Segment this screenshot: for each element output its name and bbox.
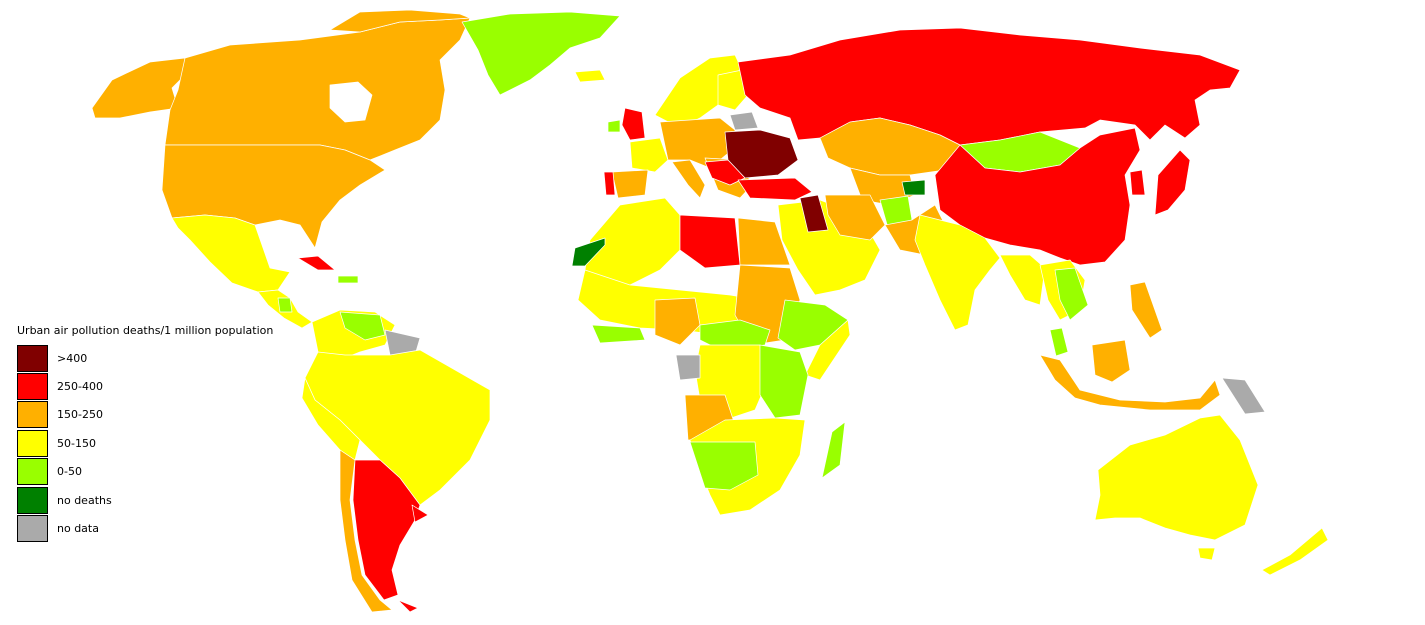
region-guianas [339, 311, 386, 341]
legend-item-250-400: 250-400 [17, 372, 273, 401]
legend-swatch-50-150 [17, 429, 48, 457]
legend-item-no-deaths: no deaths [17, 486, 273, 514]
legend-item-no-data: no data [17, 514, 273, 543]
legend-item-gt400: >400 [17, 344, 273, 372]
region-western-sahara [571, 237, 606, 267]
region-nigeria [654, 297, 701, 346]
legend-label-50-150: 50-150 [57, 436, 96, 450]
region-argentina [352, 459, 421, 601]
region-hispaniola [337, 275, 359, 284]
region-borneo [1091, 339, 1131, 383]
region-romania-bulgaria [704, 159, 746, 186]
region-finland [717, 69, 749, 111]
region-uk [621, 107, 646, 141]
legend-label-no-data: no data [57, 522, 99, 536]
legend-swatch-gt400 [17, 344, 48, 372]
legend-swatch-150-250 [17, 401, 48, 429]
legend-label-0-50: 0-50 [57, 465, 82, 479]
legend-item-150-250: 150-250 [17, 401, 273, 429]
legend-swatch-250-400 [17, 373, 48, 401]
region-indonesia [1039, 354, 1221, 411]
region-australia [1094, 414, 1259, 541]
legend-item-50-150: 50-150 [17, 429, 273, 457]
region-libya [679, 214, 741, 269]
region-cuba [297, 255, 336, 271]
legend: Urban air pollution deaths/1 million pop… [17, 324, 273, 543]
region-vietnam-laos [1054, 267, 1089, 321]
region-france [629, 137, 669, 173]
region-mexico [171, 214, 291, 293]
region-tierra-del-fuego [397, 599, 419, 613]
region-china [934, 127, 1141, 266]
region-india [914, 214, 1001, 331]
region-west-africa-coast [591, 324, 646, 344]
legend-swatch-0-50 [17, 458, 48, 486]
region-uruguay [411, 504, 429, 523]
region-tajikistan [901, 179, 926, 196]
region-iran [824, 194, 886, 241]
region-new-zealand [1261, 527, 1329, 576]
legend-item-0-50: 0-50 [17, 458, 273, 486]
region-korea [1129, 169, 1146, 196]
legend-swatch-no-data [17, 515, 48, 543]
region-canada [164, 17, 471, 161]
region-namibia-botswana [689, 441, 759, 491]
region-somalia [804, 319, 851, 381]
region-philippines [1129, 281, 1163, 339]
region-portugal [603, 171, 616, 196]
region-hudson-bay [329, 81, 373, 123]
region-bangladesh-myanmar [999, 254, 1046, 306]
region-alaska [91, 57, 191, 119]
region-canada-islands [329, 9, 471, 33]
region-turkey [737, 177, 813, 201]
region-italy [671, 159, 706, 199]
legend-title: Urban air pollution deaths/1 million pop… [17, 324, 274, 337]
region-iceland [574, 69, 606, 83]
region-iraq [799, 194, 829, 233]
legend-label-gt400: >400 [57, 351, 88, 365]
region-tasmania [1197, 547, 1216, 561]
region-ireland [607, 119, 621, 133]
region-central-africa [699, 319, 771, 351]
region-east-africa [759, 344, 809, 419]
region-greenland [461, 11, 621, 96]
region-nicaragua [277, 297, 293, 313]
legend-label-150-250: 150-250 [57, 408, 103, 422]
legend-label-no-deaths: no deaths [57, 493, 112, 507]
region-malaysia [1049, 327, 1069, 357]
region-spain [611, 169, 649, 199]
region-madagascar [821, 421, 846, 479]
region-chile [339, 449, 393, 613]
region-egypt [737, 217, 791, 266]
region-japan [1154, 149, 1191, 216]
region-russia [737, 27, 1241, 146]
region-new-guinea [1221, 377, 1266, 415]
region-baltics [729, 111, 759, 131]
legend-label-250-400: 250-400 [57, 380, 103, 394]
region-gabon [675, 354, 701, 381]
legend-swatch-no-deaths [17, 486, 48, 514]
